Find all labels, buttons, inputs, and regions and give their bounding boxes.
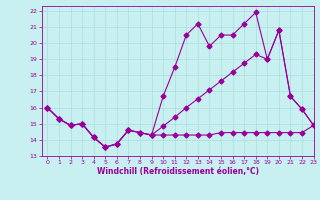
X-axis label: Windchill (Refroidissement éolien,°C): Windchill (Refroidissement éolien,°C) xyxy=(97,167,259,176)
